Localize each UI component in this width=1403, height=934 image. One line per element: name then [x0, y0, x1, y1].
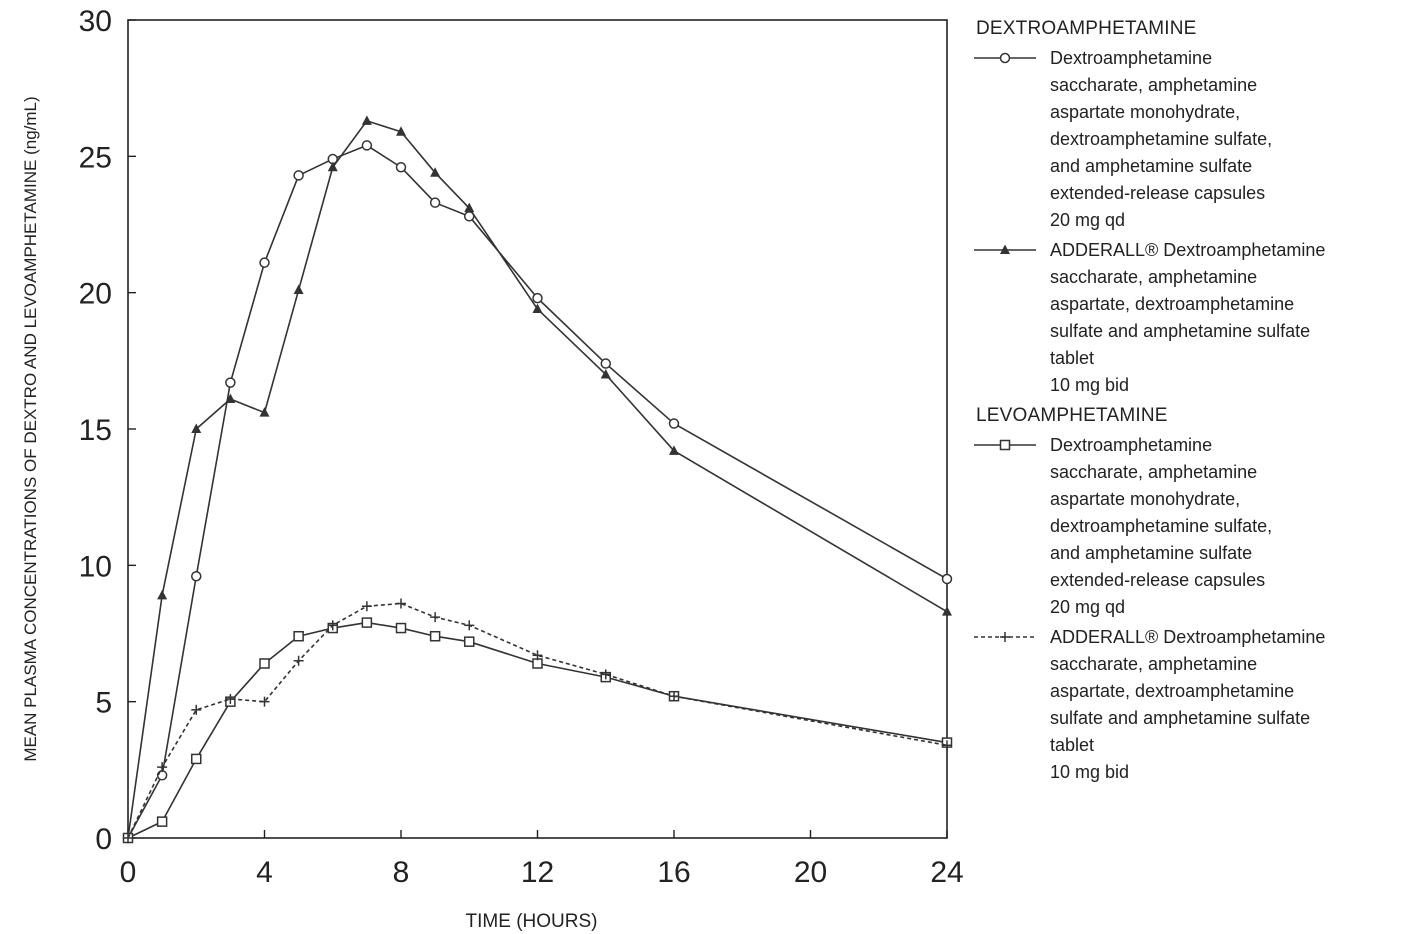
series-layer [122, 115, 953, 844]
data-point [600, 368, 611, 379]
data-point [361, 140, 373, 151]
data-point [429, 197, 441, 208]
data-point [259, 658, 270, 669]
data-point [942, 606, 952, 616]
series-dextro_xr [122, 140, 953, 844]
series-line-dextro_ir [127, 120, 948, 839]
series-dextro_ir [123, 115, 952, 842]
data-point [361, 617, 373, 628]
y-tick-label: 30 [79, 5, 112, 38]
data-point [259, 696, 270, 707]
y-axis-title: MEAN PLASMA CONCENTRATIONS OF DEXTRO AND… [21, 96, 40, 761]
data-point [395, 622, 407, 634]
legend-label: ADDERALL® Dextroamphetamine saccharate, … [1050, 240, 1326, 395]
data-point [259, 407, 270, 417]
data-point [464, 620, 475, 631]
y-tick-label: 5 [95, 687, 112, 720]
legend-marker [1000, 632, 1010, 642]
data-point [259, 257, 270, 268]
data-point [156, 816, 168, 827]
data-point [191, 570, 202, 582]
legend-swatch [974, 244, 1036, 254]
legend-entry: ADDERALL® Dextroamphetamine saccharate, … [972, 240, 1397, 399]
data-point [532, 658, 543, 669]
x-tick-label: 24 [930, 856, 963, 889]
data-point [123, 833, 133, 843]
x-tick-label: 12 [521, 856, 554, 889]
legend-marker [1000, 244, 1010, 254]
data-point [430, 167, 441, 177]
legend-label: Dextroamphetamine saccharate, amphetamin… [1050, 48, 1273, 230]
data-point [157, 589, 168, 600]
legend-marker [999, 52, 1011, 64]
x-axis: 0 4 8 12 16 20 24 [120, 830, 964, 889]
data-point [361, 601, 372, 612]
legend-label: ADDERALL® Dextroamphetamine saccharate, … [1050, 627, 1326, 782]
data-point [669, 691, 679, 702]
series-levo_ir [123, 598, 952, 843]
data-point [293, 170, 304, 181]
data-point [327, 620, 338, 631]
x-tick-label: 8 [393, 856, 410, 889]
data-point [429, 630, 441, 642]
legend-marker [999, 439, 1011, 451]
data-point [942, 740, 952, 751]
data-point [191, 423, 202, 433]
data-point [293, 630, 304, 642]
legend-entry: ADDERALL® Dextroamphetamine saccharate, … [972, 627, 1397, 786]
data-point [532, 292, 543, 304]
series-line-levo_ir [127, 602, 948, 839]
data-point [293, 284, 304, 294]
data-point [600, 358, 611, 369]
data-point [225, 693, 236, 704]
data-point [361, 115, 372, 125]
x-axis-title: TIME (HOURS) [466, 911, 598, 932]
y-axis: 0 5 10 15 20 25 30 [79, 5, 136, 856]
y-tick-label: 20 [79, 278, 112, 311]
x-tick-label: 4 [256, 856, 273, 889]
series-line-dextro_xr [127, 144, 948, 839]
y-tick-label: 15 [79, 414, 112, 447]
plot-border [127, 19, 948, 839]
x-tick-label: 20 [794, 856, 827, 889]
legend-swatch [974, 52, 1036, 64]
data-point [191, 753, 202, 765]
data-point [600, 669, 611, 680]
data-point [669, 445, 679, 455]
data-point [430, 612, 441, 623]
y-tick-label: 10 [79, 550, 112, 583]
data-point [532, 650, 543, 661]
legend: DEXTROAMPHETAMINE Dextroamphetamine sacch… [972, 14, 1397, 792]
data-point [668, 418, 680, 429]
x-tick-label: 16 [657, 856, 690, 889]
plot-frame [127, 19, 948, 839]
y-tick-label: 25 [79, 141, 112, 174]
data-point [396, 126, 406, 136]
data-point [464, 202, 475, 213]
legend-entry: Dextroamphetamine saccharate, amphetamin… [972, 48, 1397, 234]
data-point [464, 636, 475, 647]
data-point [532, 303, 543, 314]
data-point [396, 598, 406, 609]
data-point [327, 161, 338, 172]
data-point [293, 655, 304, 666]
legend-group-title: DEXTROAMPHETAMINE [976, 18, 1197, 39]
legend-swatch [974, 439, 1036, 451]
legend-swatch [974, 632, 1036, 642]
y-tick-label: 0 [95, 823, 112, 856]
x-tick-label: 0 [120, 856, 137, 889]
data-point [191, 704, 202, 715]
legend-entry: Dextroamphetamine saccharate, amphetamin… [972, 435, 1397, 621]
data-point [157, 762, 168, 773]
legend-label: Dextroamphetamine saccharate, amphetamin… [1050, 435, 1273, 617]
data-point [225, 377, 236, 388]
data-point [395, 161, 407, 173]
legend-group-title: LEVOAMPHETAMINE [976, 405, 1168, 426]
data-point [225, 393, 236, 404]
data-point [941, 573, 953, 585]
